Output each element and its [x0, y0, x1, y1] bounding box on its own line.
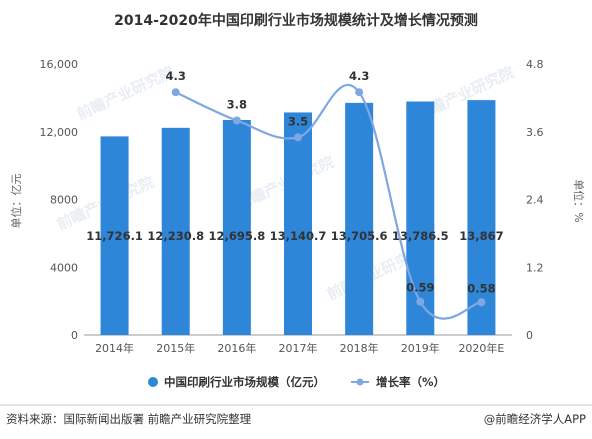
y-right-tick-label: 2.4 [526, 194, 544, 207]
brand-credit: @前瞻经济学人APP [484, 412, 586, 426]
growth-rate-label: 0.58 [467, 281, 495, 295]
bar-value-label: 11,726.1 [86, 229, 143, 243]
growth-rate-line [175, 83, 482, 320]
plot-area: 0 4000 8000 12,000 16,000 0 1.2 2.4 3.6 4.8 2014年 2… [40, 58, 544, 355]
bar [345, 102, 374, 336]
y-tick-label: 8000 [50, 194, 78, 207]
legend: 中国印刷行业市场规模（亿元） 增长率（%） [148, 375, 445, 389]
bar-value-label: 13,705.6 [331, 229, 388, 243]
y-right-tick-label: 1.2 [526, 261, 544, 274]
x-tick-label: 2017年 [279, 341, 318, 355]
bar-value-label: 13,140.7 [270, 229, 327, 243]
growth-rate-point [477, 298, 486, 307]
bar [406, 101, 435, 336]
x-tick-label: 2014年 [95, 341, 134, 355]
y-axis-right-label: 单位：% [572, 179, 586, 222]
legend-bar-marker [148, 377, 158, 387]
x-tick-label: 2018年 [340, 341, 379, 355]
chart-title: 2014-2020年中国印刷行业市场规模统计及增长情况预测 [114, 12, 478, 29]
x-tick-label: 2020年E [458, 341, 504, 355]
growth-rate-point [232, 116, 241, 125]
legend-line-label: 增长率（%） [376, 375, 445, 389]
y-tick-label: 0 [71, 329, 78, 342]
y-right-tick-label: 3.6 [526, 126, 544, 139]
y-tick-label: 16,000 [40, 58, 79, 71]
growth-rate-point [355, 88, 364, 97]
y-right-tick-label: 0 [526, 329, 533, 342]
bar [100, 136, 129, 335]
x-tick-label: 2016年 [217, 341, 256, 355]
bar-value-label: 12,230.8 [147, 229, 204, 243]
bar-value-label: 13,867 [459, 229, 503, 243]
growth-rate-label: 4.3 [166, 69, 186, 83]
bar-value-label: 12,695.8 [208, 229, 265, 243]
source-note: 资料来源：国际新闻出版署 前瞻产业研究院整理 [6, 412, 252, 426]
bar [467, 100, 496, 335]
growth-rate-label: 4.3 [349, 69, 369, 83]
bar [161, 127, 190, 336]
y-right-tick-label: 4.8 [526, 58, 544, 71]
growth-rate-label: 0.59 [406, 281, 434, 295]
growth-rate-label: 3.8 [227, 97, 247, 111]
x-tick-label: 2019年 [401, 341, 440, 355]
legend-line-dot [356, 378, 364, 386]
watermark-text: 前瞻产业研究院 [74, 63, 177, 124]
bar-value-label: 13,786.5 [392, 229, 449, 243]
growth-rate-point [294, 133, 302, 142]
x-tick-label: 2015年 [156, 341, 195, 355]
growth-rate-point [171, 88, 180, 97]
y-axis-label: 单位：亿元 [9, 174, 23, 229]
y-tick-label: 12,000 [40, 126, 79, 139]
growth-rate-point [416, 297, 425, 306]
growth-rate-label: 3.5 [288, 114, 308, 128]
y-tick-label: 4000 [50, 261, 78, 274]
bar [284, 112, 312, 336]
bar [222, 119, 251, 335]
legend-bar-label: 中国印刷行业市场规模（亿元） [164, 375, 325, 389]
